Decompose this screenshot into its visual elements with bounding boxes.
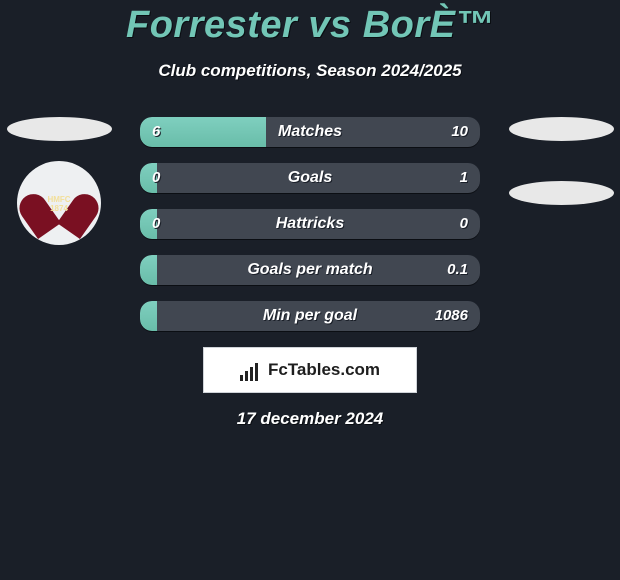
- stat-bars: 6Matches100Goals10Hattricks0Goals per ma…: [140, 117, 480, 331]
- brand-text: FcTables.com: [268, 360, 380, 380]
- heart-icon: HMFC 1874: [33, 177, 85, 229]
- stat-label: Goals: [140, 163, 480, 193]
- player-placeholder-oval: [7, 117, 112, 141]
- stat-right-value: 10: [451, 117, 468, 147]
- stat-label: Matches: [140, 117, 480, 147]
- stat-row: 0Hattricks0: [140, 209, 480, 239]
- comparison-card: Forrester vs BorÈ™ Club competitions, Se…: [0, 0, 620, 580]
- stat-row: Min per goal1086: [140, 301, 480, 331]
- snapshot-date: 17 december 2024: [0, 409, 620, 429]
- left-player-column: HMFC 1874: [4, 117, 114, 245]
- player-placeholder-oval: [509, 117, 614, 141]
- club-badge-top: HMFC: [47, 195, 70, 204]
- stat-right-value: 1: [460, 163, 468, 193]
- stat-label: Min per goal: [140, 301, 480, 331]
- bars-icon: [240, 359, 262, 381]
- club-badge-text: HMFC 1874: [33, 195, 85, 213]
- stat-right-value: 1086: [435, 301, 468, 331]
- page-title: Forrester vs BorÈ™: [0, 4, 620, 47]
- stat-label: Goals per match: [140, 255, 480, 285]
- stat-row: 6Matches10: [140, 117, 480, 147]
- stats-section: HMFC 1874 6Matches100Goals10Hattricks0Go…: [0, 117, 620, 331]
- brand-badge[interactable]: FcTables.com: [203, 347, 417, 393]
- club-badge-year: 1874: [50, 204, 68, 213]
- subtitle: Club competitions, Season 2024/2025: [0, 61, 620, 81]
- stat-row: Goals per match0.1: [140, 255, 480, 285]
- stat-right-value: 0.1: [447, 255, 468, 285]
- right-player-column: [506, 117, 616, 221]
- club-badge: HMFC 1874: [17, 161, 101, 245]
- stat-label: Hattricks: [140, 209, 480, 239]
- stat-row: 0Goals1: [140, 163, 480, 193]
- stat-right-value: 0: [460, 209, 468, 239]
- club-placeholder-oval: [509, 181, 614, 205]
